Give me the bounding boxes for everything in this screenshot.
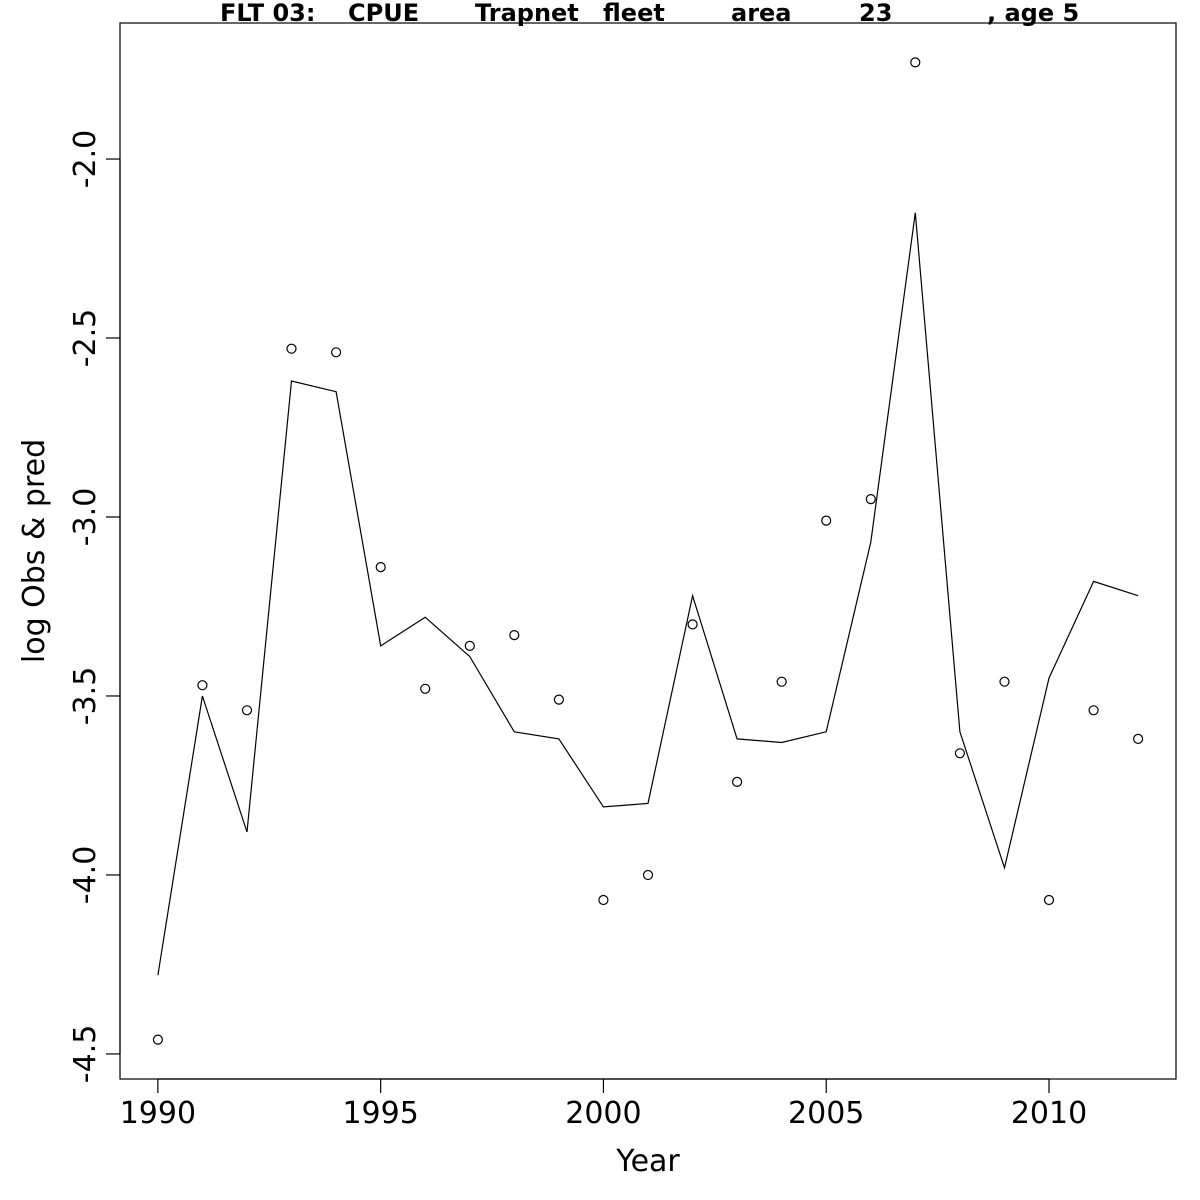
y-tick-label: -2.5: [68, 309, 103, 368]
y-tick-label: -4.5: [68, 1025, 103, 1084]
y-tick-label: -4.0: [68, 846, 103, 905]
y-tick-label: -2.0: [68, 130, 103, 189]
predicted-line: [157, 212, 1139, 976]
observed-point: [553, 694, 565, 705]
observed-point: [331, 347, 342, 358]
x-axis: 1990 1995 2000 2005 2010: [120, 1078, 1087, 1131]
observed-point: [509, 629, 520, 641]
observed-point: [1043, 894, 1055, 906]
observed-point: [821, 515, 832, 526]
y-axis: -4.5 -4.0 -3.5 -3.0 -2.5 -2.0: [68, 130, 121, 1084]
x-axis-label: Year: [615, 1144, 680, 1179]
x-tick-label: 1995: [342, 1096, 418, 1131]
plot-series: [152, 57, 1144, 1045]
observed-point: [999, 676, 1010, 687]
observed-point: [1132, 733, 1144, 745]
x-tick-label: 2000: [565, 1096, 641, 1131]
observed-point: [865, 494, 876, 505]
observed-point: [420, 683, 431, 694]
y-tick-label: -3.0: [68, 488, 103, 547]
observed-point: [954, 748, 966, 759]
observed-point: [197, 680, 208, 691]
observed-point: [286, 343, 297, 354]
observed-point: [598, 894, 609, 906]
y-axis-label: log Obs & pred: [17, 439, 52, 663]
y-tick-label: -3.5: [68, 667, 103, 726]
plot-area-frame: [119, 22, 1177, 1080]
observed-point: [375, 561, 386, 573]
observed-point: [241, 705, 253, 716]
observed-point: [1088, 705, 1099, 716]
observed-point: [642, 869, 654, 881]
observed-point: [731, 776, 743, 788]
observed-point: [910, 57, 921, 68]
x-tick-label: 2010: [1011, 1096, 1087, 1131]
x-tick-label: 2005: [788, 1096, 864, 1131]
observed-point: [687, 619, 698, 630]
observed-point: [776, 676, 787, 687]
observed-point: [464, 640, 475, 652]
observed-point: [152, 1034, 163, 1045]
x-tick-label: 1990: [120, 1096, 196, 1131]
